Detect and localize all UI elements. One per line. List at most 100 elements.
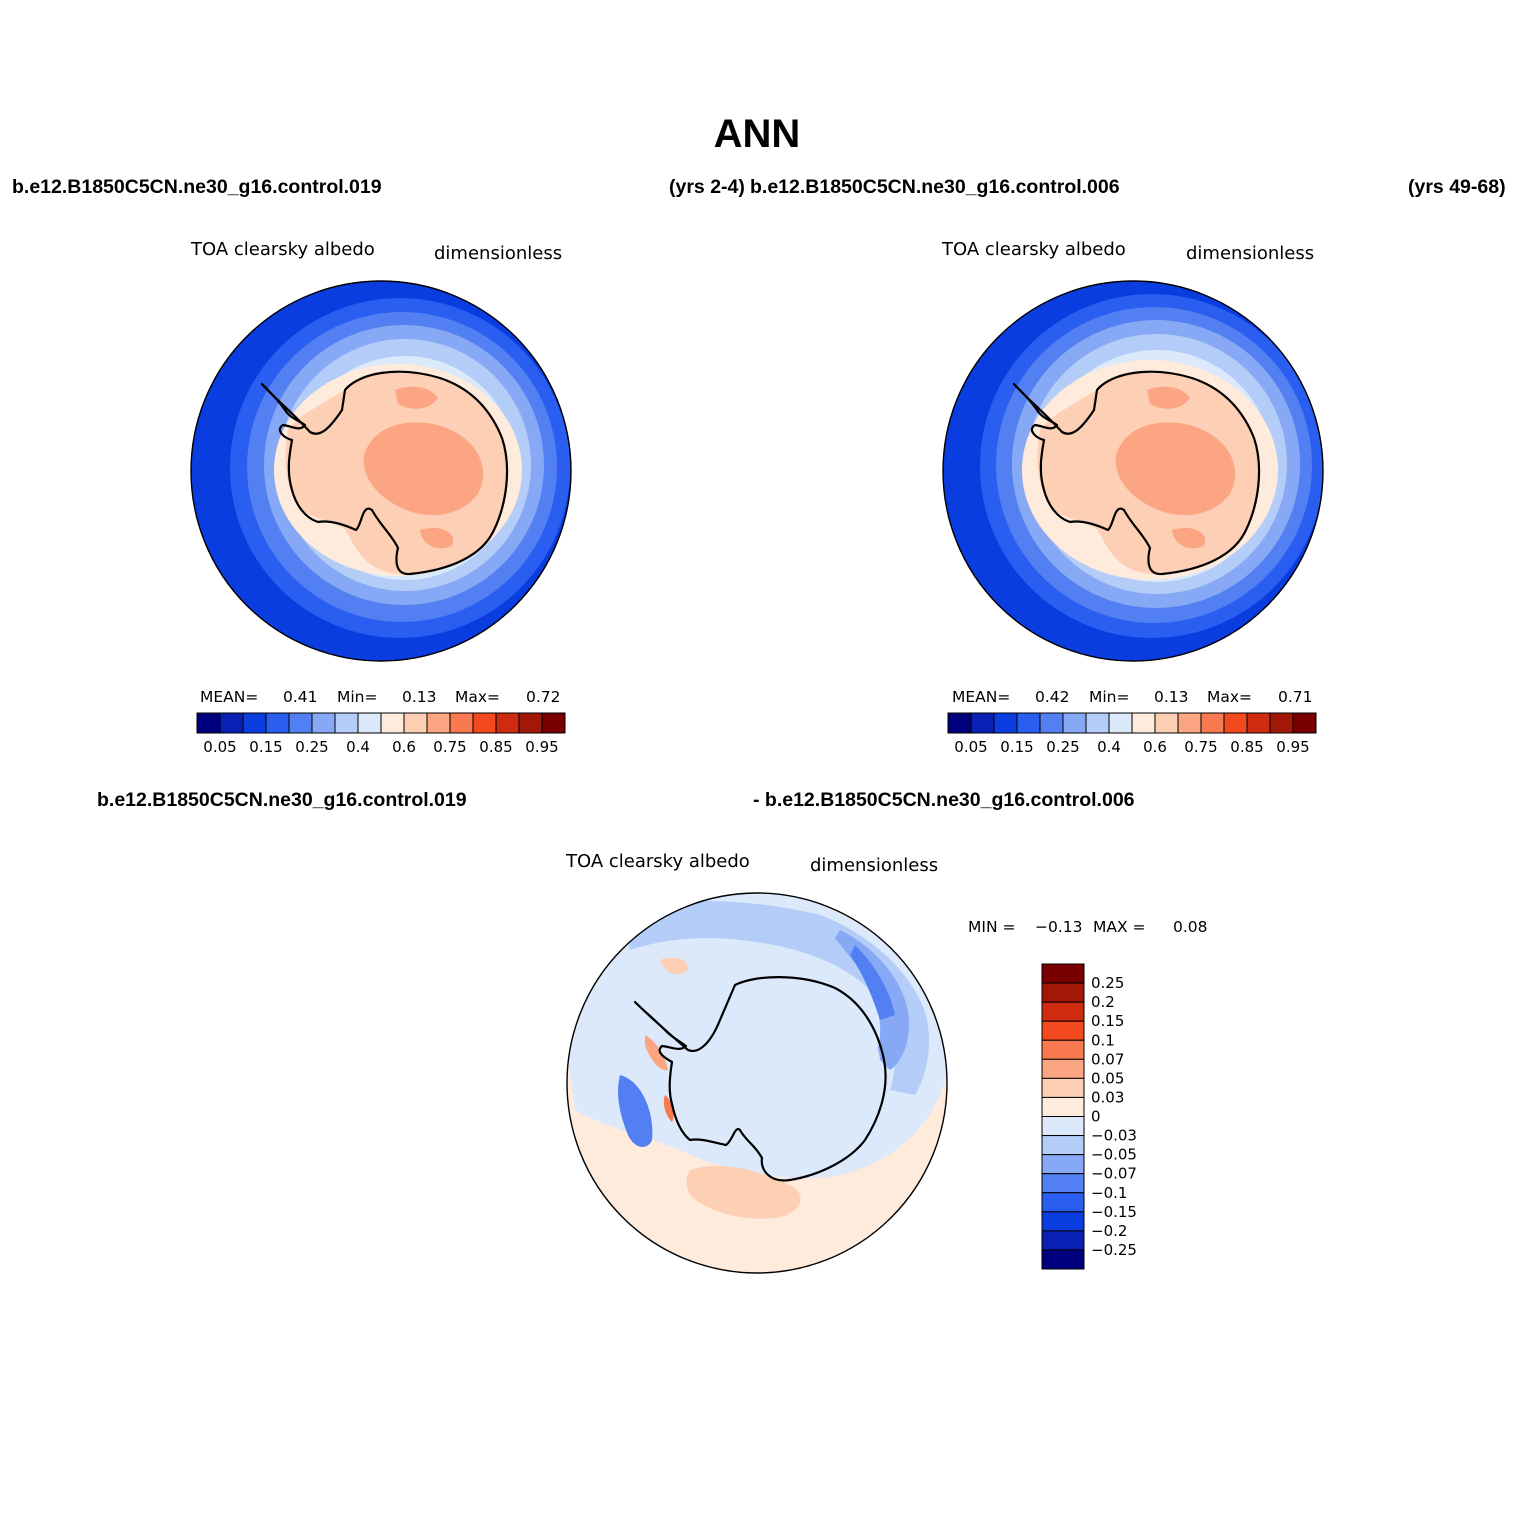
svg-text:0.71: 0.71 <box>1278 688 1313 706</box>
colorbar-swatch <box>426 712 451 734</box>
colorbar-swatch <box>1041 1077 1085 1098</box>
colorbar-tick-label: 0.6 <box>1143 738 1167 756</box>
colorbar-tick-label: −0.15 <box>1091 1203 1137 1221</box>
diff-case-a-title: b.e12.B1850C5CN.ne30_g16.control.019 <box>97 789 467 811</box>
colorbar-tick-label: 0.05 <box>954 738 987 756</box>
colorbar-tick-label: 0.75 <box>1184 738 1217 756</box>
colorbar-swatch <box>311 712 336 734</box>
svg-text:0.42: 0.42 <box>1035 688 1070 706</box>
polar-map-difference <box>567 893 947 1273</box>
diff-case-b-title: - b.e12.B1850C5CN.ne30_g16.control.006 <box>753 789 1135 811</box>
variable-label: TOA clearsky albedo <box>565 851 750 872</box>
case-b-years: (yrs 49-68) <box>1408 176 1506 198</box>
colorbar-tick-label: −0.1 <box>1091 1184 1127 1202</box>
colorbar-tick-label: 0.2 <box>1091 993 1115 1011</box>
svg-text:Min=: Min= <box>1089 688 1130 706</box>
colorbar-tick-label: 0.4 <box>1097 738 1121 756</box>
units-label: dimensionless <box>434 243 562 264</box>
case-b-title: b.e12.B1850C5CN.ne30_g16.control.006 <box>750 176 1120 198</box>
colorbar-swatch <box>993 712 1018 734</box>
svg-text:0.41: 0.41 <box>283 688 318 706</box>
colorbar-tick-label: 0.75 <box>433 738 466 756</box>
variable-label: TOA clearsky albedo <box>941 239 1126 260</box>
colorbar-swatch <box>495 712 520 734</box>
colorbar-swatch <box>1041 1135 1085 1156</box>
colorbar-swatch <box>1041 1096 1085 1117</box>
colorbar-swatch <box>1292 712 1317 734</box>
colorbar-tick-label: 0.4 <box>346 738 370 756</box>
case-a-years: (yrs 2-4) <box>669 176 745 198</box>
colorbar-tick-label: 0.15 <box>1000 738 1033 756</box>
map-panel-difference: TOA clearsky albedo dimensionless MIN = … <box>565 851 1208 1274</box>
svg-text:Max=: Max= <box>455 688 500 706</box>
colorbar-swatch <box>1039 712 1064 734</box>
colorbar-case-a: 0.05 0.15 0.25 0.4 0.6 0.75 0.85 0.95 <box>196 712 566 756</box>
colorbar-swatch <box>288 712 313 734</box>
case-a-title: b.e12.B1850C5CN.ne30_g16.control.019 <box>12 176 382 198</box>
colorbar-tick-label: 0.25 <box>1091 974 1124 992</box>
colorbar-swatch <box>1154 712 1179 734</box>
colorbar-tick-label: 0.15 <box>1091 1012 1124 1030</box>
svg-text:MEAN=: MEAN= <box>200 688 258 706</box>
colorbar-swatch <box>1016 712 1041 734</box>
svg-text:MIN =: MIN = <box>968 918 1015 936</box>
colorbar-tick-label: 0.95 <box>1276 738 1309 756</box>
colorbar-swatch <box>1041 1154 1085 1175</box>
stats-line-case-b: MEAN= 0.42 Min= 0.13 Max= 0.71 <box>952 688 1313 706</box>
map-panel-case-b: TOA clearsky albedo dimensionless MEAN= … <box>941 239 1324 756</box>
colorbar-swatch <box>242 712 267 734</box>
svg-text:0.08: 0.08 <box>1173 918 1208 936</box>
colorbar-swatch <box>1269 712 1294 734</box>
colorbar-swatch <box>265 712 290 734</box>
colorbar-tick-label: 0.6 <box>392 738 416 756</box>
colorbar-swatch <box>947 712 972 734</box>
colorbar-swatch <box>449 712 474 734</box>
colorbar-case-b: 0.05 0.15 0.25 0.4 0.6 0.75 0.85 0.95 <box>947 712 1317 756</box>
colorbar-tick-label: 0.15 <box>249 738 282 756</box>
colorbar-swatch <box>1041 1039 1085 1060</box>
colorbar-swatch <box>1041 1020 1085 1041</box>
colorbar-tick-label: 0.05 <box>1091 1069 1124 1087</box>
colorbar-swatch <box>1041 1173 1085 1194</box>
colorbar-tick-label: −0.03 <box>1091 1127 1137 1145</box>
svg-text:MEAN=: MEAN= <box>952 688 1010 706</box>
colorbar-swatch <box>219 712 244 734</box>
colorbar-tick-label: 0.25 <box>295 738 328 756</box>
colorbar-swatch <box>1041 1116 1085 1137</box>
colorbar-swatch <box>1041 982 1085 1003</box>
units-label: dimensionless <box>1186 243 1314 264</box>
colorbar-tick-label: −0.25 <box>1091 1241 1137 1259</box>
colorbar-swatch <box>970 712 995 734</box>
colorbar-tick-label: −0.07 <box>1091 1165 1137 1183</box>
svg-text:Max=: Max= <box>1207 688 1252 706</box>
units-label: dimensionless <box>810 855 938 876</box>
svg-text:Min=: Min= <box>337 688 378 706</box>
colorbar-swatch <box>541 712 566 734</box>
colorbar-swatch <box>403 712 428 734</box>
colorbar-swatch <box>1177 712 1202 734</box>
colorbar-tick-label: 0.95 <box>525 738 558 756</box>
colorbar-swatch <box>357 712 382 734</box>
svg-text:−0.13: −0.13 <box>1035 918 1083 936</box>
colorbar-swatch <box>472 712 497 734</box>
colorbar-swatch <box>518 712 543 734</box>
colorbar-swatch <box>1062 712 1087 734</box>
colorbar-swatch <box>1041 1211 1085 1232</box>
colorbar-swatch <box>1041 1230 1085 1251</box>
colorbar-tick-label: 0.05 <box>203 738 236 756</box>
polar-map-case-a <box>191 281 571 661</box>
colorbar-tick-label: 0.07 <box>1091 1050 1124 1068</box>
colorbar-swatch <box>1041 1249 1085 1270</box>
colorbar-tick-label: 0.1 <box>1091 1031 1115 1049</box>
colorbar-swatch <box>1085 712 1110 734</box>
svg-text:MAX =: MAX = <box>1093 918 1146 936</box>
colorbar-swatch <box>196 712 221 734</box>
colorbar-swatch <box>1223 712 1248 734</box>
map-panel-case-a: TOA clearsky albedo dimensionless MEAN= … <box>190 239 572 756</box>
svg-text:0.13: 0.13 <box>1154 688 1189 706</box>
colorbar-swatch <box>1200 712 1225 734</box>
colorbar-tick-label: 0.85 <box>479 738 512 756</box>
colorbar-tick-label: −0.05 <box>1091 1146 1137 1164</box>
colorbar-swatch <box>1108 712 1133 734</box>
